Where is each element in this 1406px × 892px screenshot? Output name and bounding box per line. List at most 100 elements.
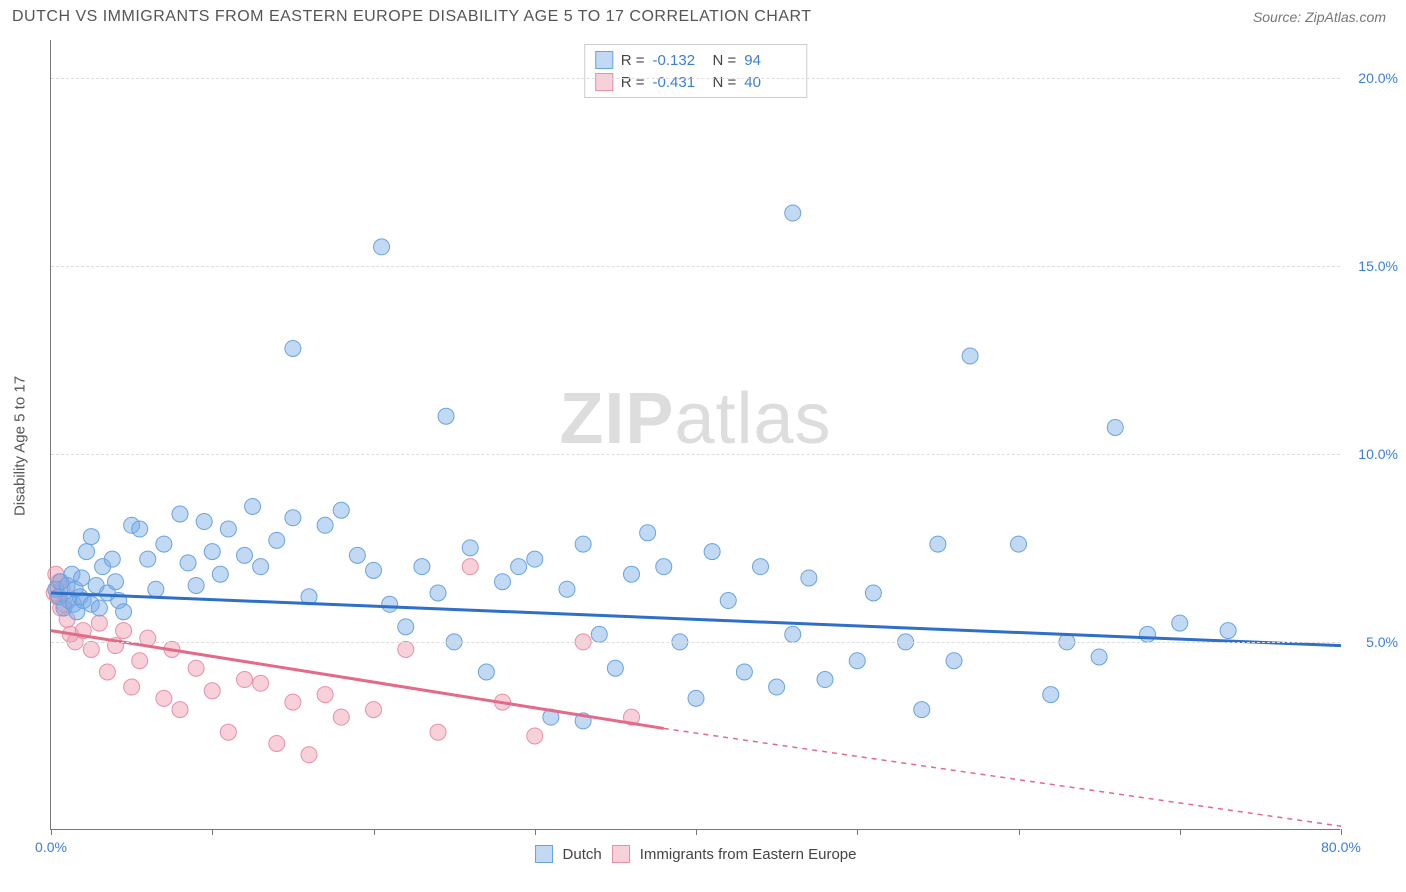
x-tick (857, 829, 858, 835)
point-dutch (527, 551, 543, 567)
point-dutch (285, 510, 301, 526)
point-dutch (132, 521, 148, 537)
point-dutch (511, 559, 527, 575)
series-legend: Dutch Immigrants from Eastern Europe (535, 845, 857, 863)
point-dutch (78, 544, 94, 560)
x-tick (374, 829, 375, 835)
point-dutch (349, 547, 365, 563)
x-tick-label: 0.0% (35, 839, 67, 855)
point-dutch (438, 408, 454, 424)
point-immigrants (188, 660, 204, 676)
point-dutch (333, 502, 349, 518)
r-value-dutch: -0.132 (653, 52, 705, 69)
point-dutch (74, 570, 90, 586)
point-immigrants (269, 735, 285, 751)
point-dutch (374, 239, 390, 255)
chart-title: DUTCH VS IMMIGRANTS FROM EASTERN EUROPE … (12, 8, 812, 26)
x-tick-label: 80.0% (1321, 839, 1361, 855)
stats-row-immigrants: R = -0.431 N = 40 (595, 71, 797, 93)
r-value-immigrants: -0.431 (653, 74, 705, 91)
point-immigrants (253, 675, 269, 691)
x-tick (696, 829, 697, 835)
point-dutch (245, 498, 261, 514)
stats-legend: R = -0.132 N = 94 R = -0.431 N = 40 (584, 44, 808, 98)
point-dutch (720, 593, 736, 609)
point-immigrants (99, 664, 115, 680)
plot-area: ZIPatlas R = -0.132 N = 94 R = -0.431 N … (50, 40, 1340, 830)
point-dutch (817, 672, 833, 688)
point-immigrants (124, 679, 140, 695)
gridline (51, 642, 1340, 643)
point-dutch (688, 690, 704, 706)
point-dutch (849, 653, 865, 669)
point-dutch (104, 551, 120, 567)
y-axis-label: Disability Age 5 to 17 (12, 376, 29, 516)
scatter-svg (51, 40, 1340, 829)
point-immigrants (366, 702, 382, 718)
point-dutch (624, 566, 640, 582)
point-dutch (382, 596, 398, 612)
point-dutch (962, 348, 978, 364)
point-dutch (1172, 615, 1188, 631)
legend-label-dutch: Dutch (563, 846, 602, 863)
y-tick-label: 5.0% (1346, 634, 1398, 650)
point-dutch (430, 585, 446, 601)
point-dutch (591, 626, 607, 642)
point-dutch (91, 600, 107, 616)
y-tick-label: 20.0% (1346, 70, 1398, 86)
point-dutch (495, 574, 511, 590)
y-tick-label: 15.0% (1346, 258, 1398, 274)
point-dutch (188, 577, 204, 593)
point-immigrants (116, 623, 132, 639)
point-dutch (1043, 687, 1059, 703)
point-dutch (285, 340, 301, 356)
n-value-immigrants: 40 (744, 74, 796, 91)
point-immigrants (527, 728, 543, 744)
n-value-dutch: 94 (744, 52, 796, 69)
point-immigrants (317, 687, 333, 703)
point-immigrants (333, 709, 349, 725)
point-dutch (366, 562, 382, 578)
x-tick (51, 829, 52, 835)
point-dutch (148, 581, 164, 597)
trendline-immigrants-extrapolated (664, 728, 1341, 826)
point-dutch (156, 536, 172, 552)
point-immigrants (398, 641, 414, 657)
point-dutch (930, 536, 946, 552)
point-immigrants (83, 641, 99, 657)
point-dutch (108, 574, 124, 590)
point-dutch (656, 559, 672, 575)
x-tick (535, 829, 536, 835)
x-tick (212, 829, 213, 835)
point-dutch (140, 551, 156, 567)
point-dutch (1220, 623, 1236, 639)
point-dutch (865, 585, 881, 601)
point-dutch (1011, 536, 1027, 552)
gridline (51, 78, 1340, 79)
point-dutch (172, 506, 188, 522)
point-dutch (212, 566, 228, 582)
trendline-dutch (51, 593, 1341, 646)
source-attribution: Source: ZipAtlas.com (1253, 9, 1386, 25)
point-dutch (462, 540, 478, 556)
point-dutch (575, 536, 591, 552)
swatch-immigrants-icon (612, 845, 630, 863)
trendline-immigrants (51, 631, 664, 729)
point-immigrants (172, 702, 188, 718)
stats-row-dutch: R = -0.132 N = 94 (595, 49, 797, 71)
gridline (51, 266, 1340, 267)
point-dutch (946, 653, 962, 669)
swatch-dutch-icon (535, 845, 553, 863)
point-dutch (704, 544, 720, 560)
point-dutch (1107, 419, 1123, 435)
point-dutch (196, 514, 212, 530)
point-dutch (785, 205, 801, 221)
point-immigrants (204, 683, 220, 699)
point-immigrants (462, 559, 478, 575)
point-dutch (914, 702, 930, 718)
point-dutch (220, 521, 236, 537)
point-dutch (640, 525, 656, 541)
point-dutch (736, 664, 752, 680)
point-dutch (769, 679, 785, 695)
point-dutch (253, 559, 269, 575)
